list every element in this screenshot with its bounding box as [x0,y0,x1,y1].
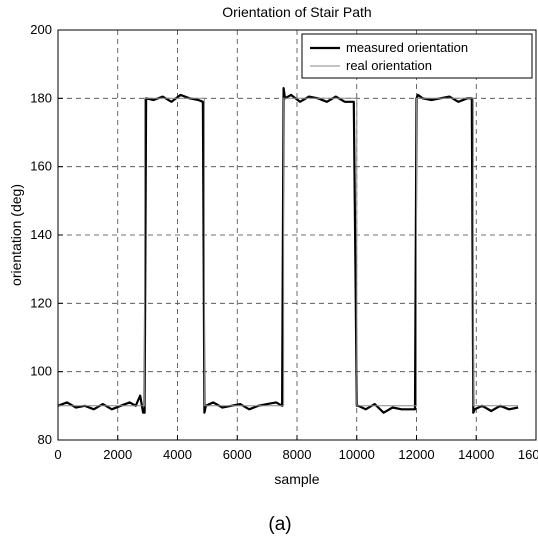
legend-label-real: real orientation [346,58,432,73]
x-tick-label: 2000 [103,447,132,462]
x-tick-label: 8000 [283,447,312,462]
legend-label-measured: measured orientation [346,40,468,55]
series-line-real-orientation [58,97,519,407]
plot-series [57,86,519,414]
x-tick-label: 16000 [518,447,538,462]
x-tick-label: 10000 [339,447,375,462]
y-axis-ticks: 80 100 120 140 160 180 200 [30,22,63,447]
y-tick-label: 200 [30,22,52,37]
y-tick-label: 140 [30,227,52,242]
y-axis-label: orientation (deg) [8,184,24,286]
y-tick-label: 100 [30,364,52,379]
legend-box [301,33,533,79]
x-axis-label: sample [274,471,319,487]
y-tick-label: 120 [30,295,52,310]
y-tick-label: 80 [38,432,52,447]
legend: measured orientation real orientation [301,33,533,79]
series-line-measured-orientation [57,86,519,414]
y-tick-label: 180 [30,90,52,105]
x-tick-label: 12000 [398,447,434,462]
x-axis-ticks: 0 2000 4000 6000 8000 10000 12000 14000 16000 [54,435,538,462]
figure-caption: (a) [268,514,291,535]
y-tick-label: 160 [30,159,52,174]
x-tick-label: 6000 [223,447,252,462]
chart-title: Orientation of Stair Path [222,4,371,20]
x-tick-label: 0 [54,447,61,462]
x-tick-label: 4000 [163,447,192,462]
x-tick-label: 14000 [458,447,494,462]
grid-lines [58,30,536,440]
